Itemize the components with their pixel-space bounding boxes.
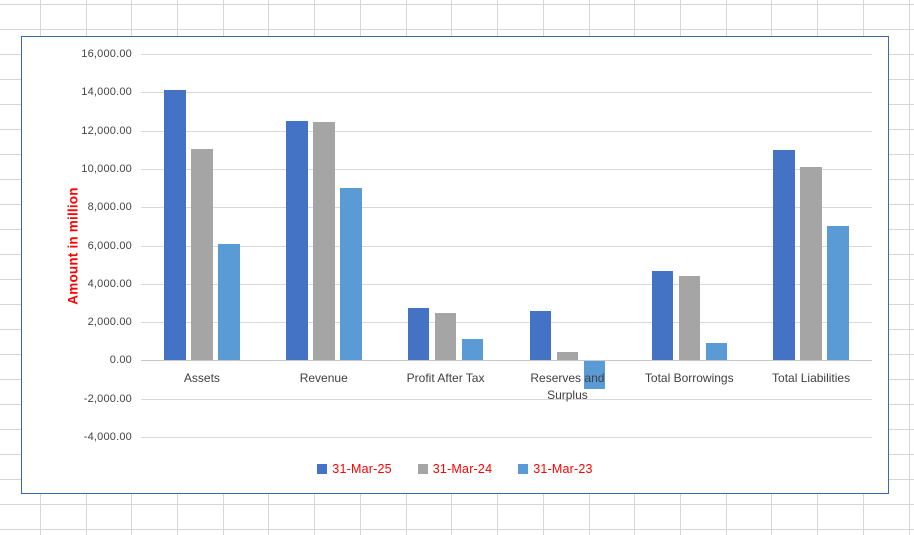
y-axis-tick-label: 6,000.00 bbox=[87, 239, 132, 252]
legend-item-31-mar-25[interactable]: 31-Mar-25 bbox=[317, 462, 392, 476]
category-label-profit-after-tax: Profit After Tax bbox=[406, 371, 485, 386]
sheet-column-gridline bbox=[908, 0, 910, 535]
major-gridline bbox=[141, 92, 872, 94]
y-axis-tick-label: 16,000.00 bbox=[81, 48, 132, 60]
y-axis-tick-label: 4,000.00 bbox=[87, 277, 132, 290]
bar-31-Mar-24-assets[interactable] bbox=[191, 148, 213, 361]
y-axis-tick-label: 8,000.00 bbox=[87, 201, 132, 214]
major-gridline bbox=[141, 245, 872, 247]
category-label-reserves-and-surplus: Reserves and Surplus bbox=[530, 371, 605, 403]
bar-31-Mar-24-total-liabilities[interactable] bbox=[800, 166, 822, 361]
legend-label: 31-Mar-23 bbox=[533, 462, 593, 476]
sheet-row-gridline bbox=[0, 4, 914, 5]
bar-31-Mar-24-reserves-and-surplus[interactable] bbox=[556, 352, 579, 361]
plot-area bbox=[22, 37, 888, 493]
bar-31-Mar-25-revenue[interactable] bbox=[286, 121, 308, 361]
legend-swatch-icon bbox=[317, 464, 328, 474]
y-axis-tick-label: 12,000.00 bbox=[81, 124, 132, 137]
bar-31-Mar-25-total-liabilities[interactable] bbox=[773, 149, 795, 361]
bar-31-Mar-24-revenue[interactable] bbox=[313, 121, 335, 361]
y-axis-tick-label: 0.00 bbox=[109, 354, 132, 367]
x-axis-line bbox=[141, 360, 872, 362]
bar-31-Mar-23-total-borrowings[interactable] bbox=[705, 342, 727, 361]
major-gridline bbox=[141, 398, 872, 400]
major-gridline bbox=[141, 168, 872, 170]
chart-object[interactable]: 16,000.00 14,000.00 12,000.00 10,000.00 8,00… bbox=[21, 36, 889, 494]
legend[interactable]: 31-Mar-25 31-Mar-24 31-Mar-23 bbox=[22, 462, 888, 476]
y-axis-tick-label: 14,000.00 bbox=[81, 86, 132, 99]
y-axis-tick-label: 10,000.00 bbox=[81, 162, 132, 175]
bar-31-Mar-23-profit-after-tax[interactable] bbox=[461, 339, 484, 361]
bar-31-Mar-25-total-borrowings[interactable] bbox=[651, 271, 673, 361]
bar-31-Mar-25-profit-after-tax[interactable] bbox=[407, 307, 430, 361]
category-label-total-liabilities: Total Liabilities bbox=[772, 371, 851, 386]
y-axis-tick-label: 2,000.00 bbox=[87, 316, 132, 329]
major-gridline bbox=[141, 130, 872, 132]
category-label-total-borrowings: Total Borrowings bbox=[644, 371, 734, 386]
sheet-row-gridline bbox=[0, 29, 914, 30]
y-axis-title: Amount in million bbox=[65, 186, 81, 305]
legend-swatch-icon bbox=[417, 464, 428, 474]
sheet-row-gridline bbox=[0, 529, 914, 530]
legend-label: 31-Mar-24 bbox=[432, 462, 493, 476]
bar-31-Mar-24-total-borrowings[interactable] bbox=[678, 275, 700, 361]
y-axis-tick-label: -2,000.00 bbox=[83, 392, 132, 405]
bar-31-Mar-25-assets[interactable] bbox=[164, 90, 186, 361]
legend-item-31-mar-24[interactable]: 31-Mar-24 bbox=[417, 462, 493, 476]
category-label-revenue: Revenue bbox=[299, 371, 348, 386]
y-axis-tick-label: -4,000.00 bbox=[83, 431, 132, 443]
legend-swatch-icon bbox=[518, 464, 529, 474]
major-gridline bbox=[141, 437, 872, 438]
bar-31-Mar-24-profit-after-tax[interactable] bbox=[434, 313, 457, 361]
bar-31-Mar-23-revenue[interactable] bbox=[340, 188, 362, 361]
bar-31-Mar-23-total-liabilities[interactable] bbox=[827, 226, 849, 361]
major-gridline bbox=[141, 207, 872, 209]
category-label-assets: Assets bbox=[183, 371, 220, 386]
major-gridline bbox=[141, 283, 872, 285]
bar-31-Mar-25-reserves-and-surplus[interactable] bbox=[529, 310, 552, 361]
major-gridline bbox=[141, 54, 872, 55]
legend-item-31-mar-23[interactable]: 31-Mar-23 bbox=[518, 462, 593, 476]
sheet-row-gridline bbox=[0, 504, 914, 505]
bar-31-Mar-23-reserves-and-surplus[interactable] bbox=[583, 361, 606, 390]
legend-label: 31-Mar-25 bbox=[332, 462, 392, 476]
bar-31-Mar-23-assets[interactable] bbox=[218, 243, 240, 361]
major-gridline bbox=[141, 322, 872, 324]
